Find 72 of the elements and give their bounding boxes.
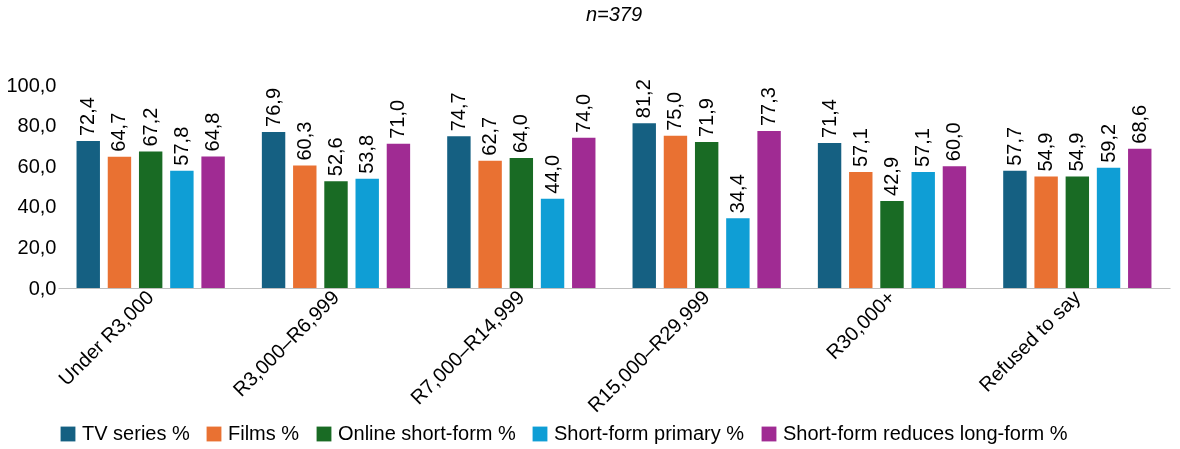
chart-title: n=379	[585, 3, 643, 25]
data-label: 81,2	[632, 79, 655, 119]
bar	[386, 143, 411, 288]
bar	[849, 172, 873, 288]
data-label: 64,0	[509, 114, 532, 154]
y-tick-label: 100,0	[6, 73, 57, 96]
data-label: 76,9	[261, 87, 284, 127]
data-label: 68,6	[1127, 104, 1150, 144]
bar	[324, 181, 348, 288]
data-label: 42,9	[880, 156, 902, 196]
bar	[942, 166, 967, 288]
bar	[355, 178, 379, 288]
bar	[107, 156, 132, 288]
bar	[694, 142, 719, 288]
bar	[911, 172, 935, 288]
data-label: 64,8	[201, 112, 224, 152]
data-label: 64,7	[107, 112, 130, 152]
data-label: 57,7	[1002, 126, 1025, 166]
bar	[1003, 170, 1027, 288]
legend-label: Short-form reduces long-form %	[783, 422, 1068, 444]
data-label: 74,0	[571, 93, 594, 133]
bar	[663, 135, 688, 288]
data-label: 72,4	[76, 97, 99, 137]
data-label: 77,3	[757, 87, 780, 127]
data-label: 62,7	[478, 116, 501, 156]
data-label: 52,6	[324, 137, 346, 177]
bar	[632, 123, 656, 288]
data-label: 75,0	[663, 91, 686, 131]
data-label: 54,9	[1034, 132, 1057, 172]
bar	[1096, 167, 1121, 288]
bar	[880, 200, 904, 288]
bar	[1065, 176, 1090, 288]
legend-label: Short-form primary %	[554, 422, 745, 444]
bar	[757, 131, 781, 288]
bar	[293, 165, 317, 288]
bar	[261, 131, 286, 288]
data-label: 60,0	[942, 122, 965, 162]
data-label: 57,8	[169, 126, 192, 166]
y-tick-label: 0,0	[28, 276, 57, 299]
bar	[817, 143, 842, 288]
data-label: 57,1	[848, 128, 871, 168]
data-label: 44,0	[540, 154, 563, 194]
bar	[447, 136, 471, 288]
data-label: 60,3	[292, 121, 315, 161]
bar	[1034, 176, 1058, 288]
bar	[726, 218, 750, 288]
legend-label: Films %	[228, 422, 300, 444]
data-label: 71,0	[386, 99, 409, 139]
legend-label: Online short-form %	[338, 422, 517, 444]
data-label: 71,4	[817, 99, 840, 139]
data-label: 57,1	[911, 128, 934, 168]
legend-label: TV series %	[82, 422, 191, 444]
bar	[509, 158, 534, 288]
data-label: 74,7	[446, 92, 469, 132]
data-label: 53,8	[355, 134, 378, 174]
bar	[201, 156, 225, 288]
y-tick-label: 40,0	[17, 195, 57, 218]
bar	[170, 170, 194, 288]
data-label: 59,2	[1096, 123, 1119, 163]
y-tick-label: 60,0	[17, 154, 57, 177]
bar	[478, 160, 502, 288]
data-label: 71,9	[694, 98, 717, 138]
bar	[138, 151, 163, 288]
data-label: 67,2	[138, 107, 161, 147]
y-tick-label: 80,0	[17, 114, 57, 137]
data-label: 34,4	[725, 174, 748, 214]
bar	[540, 198, 565, 288]
data-label: 54,9	[1065, 132, 1088, 172]
bar	[76, 141, 100, 288]
bar	[572, 137, 596, 288]
y-tick-label: 20,0	[17, 235, 57, 258]
bar	[1128, 148, 1152, 288]
